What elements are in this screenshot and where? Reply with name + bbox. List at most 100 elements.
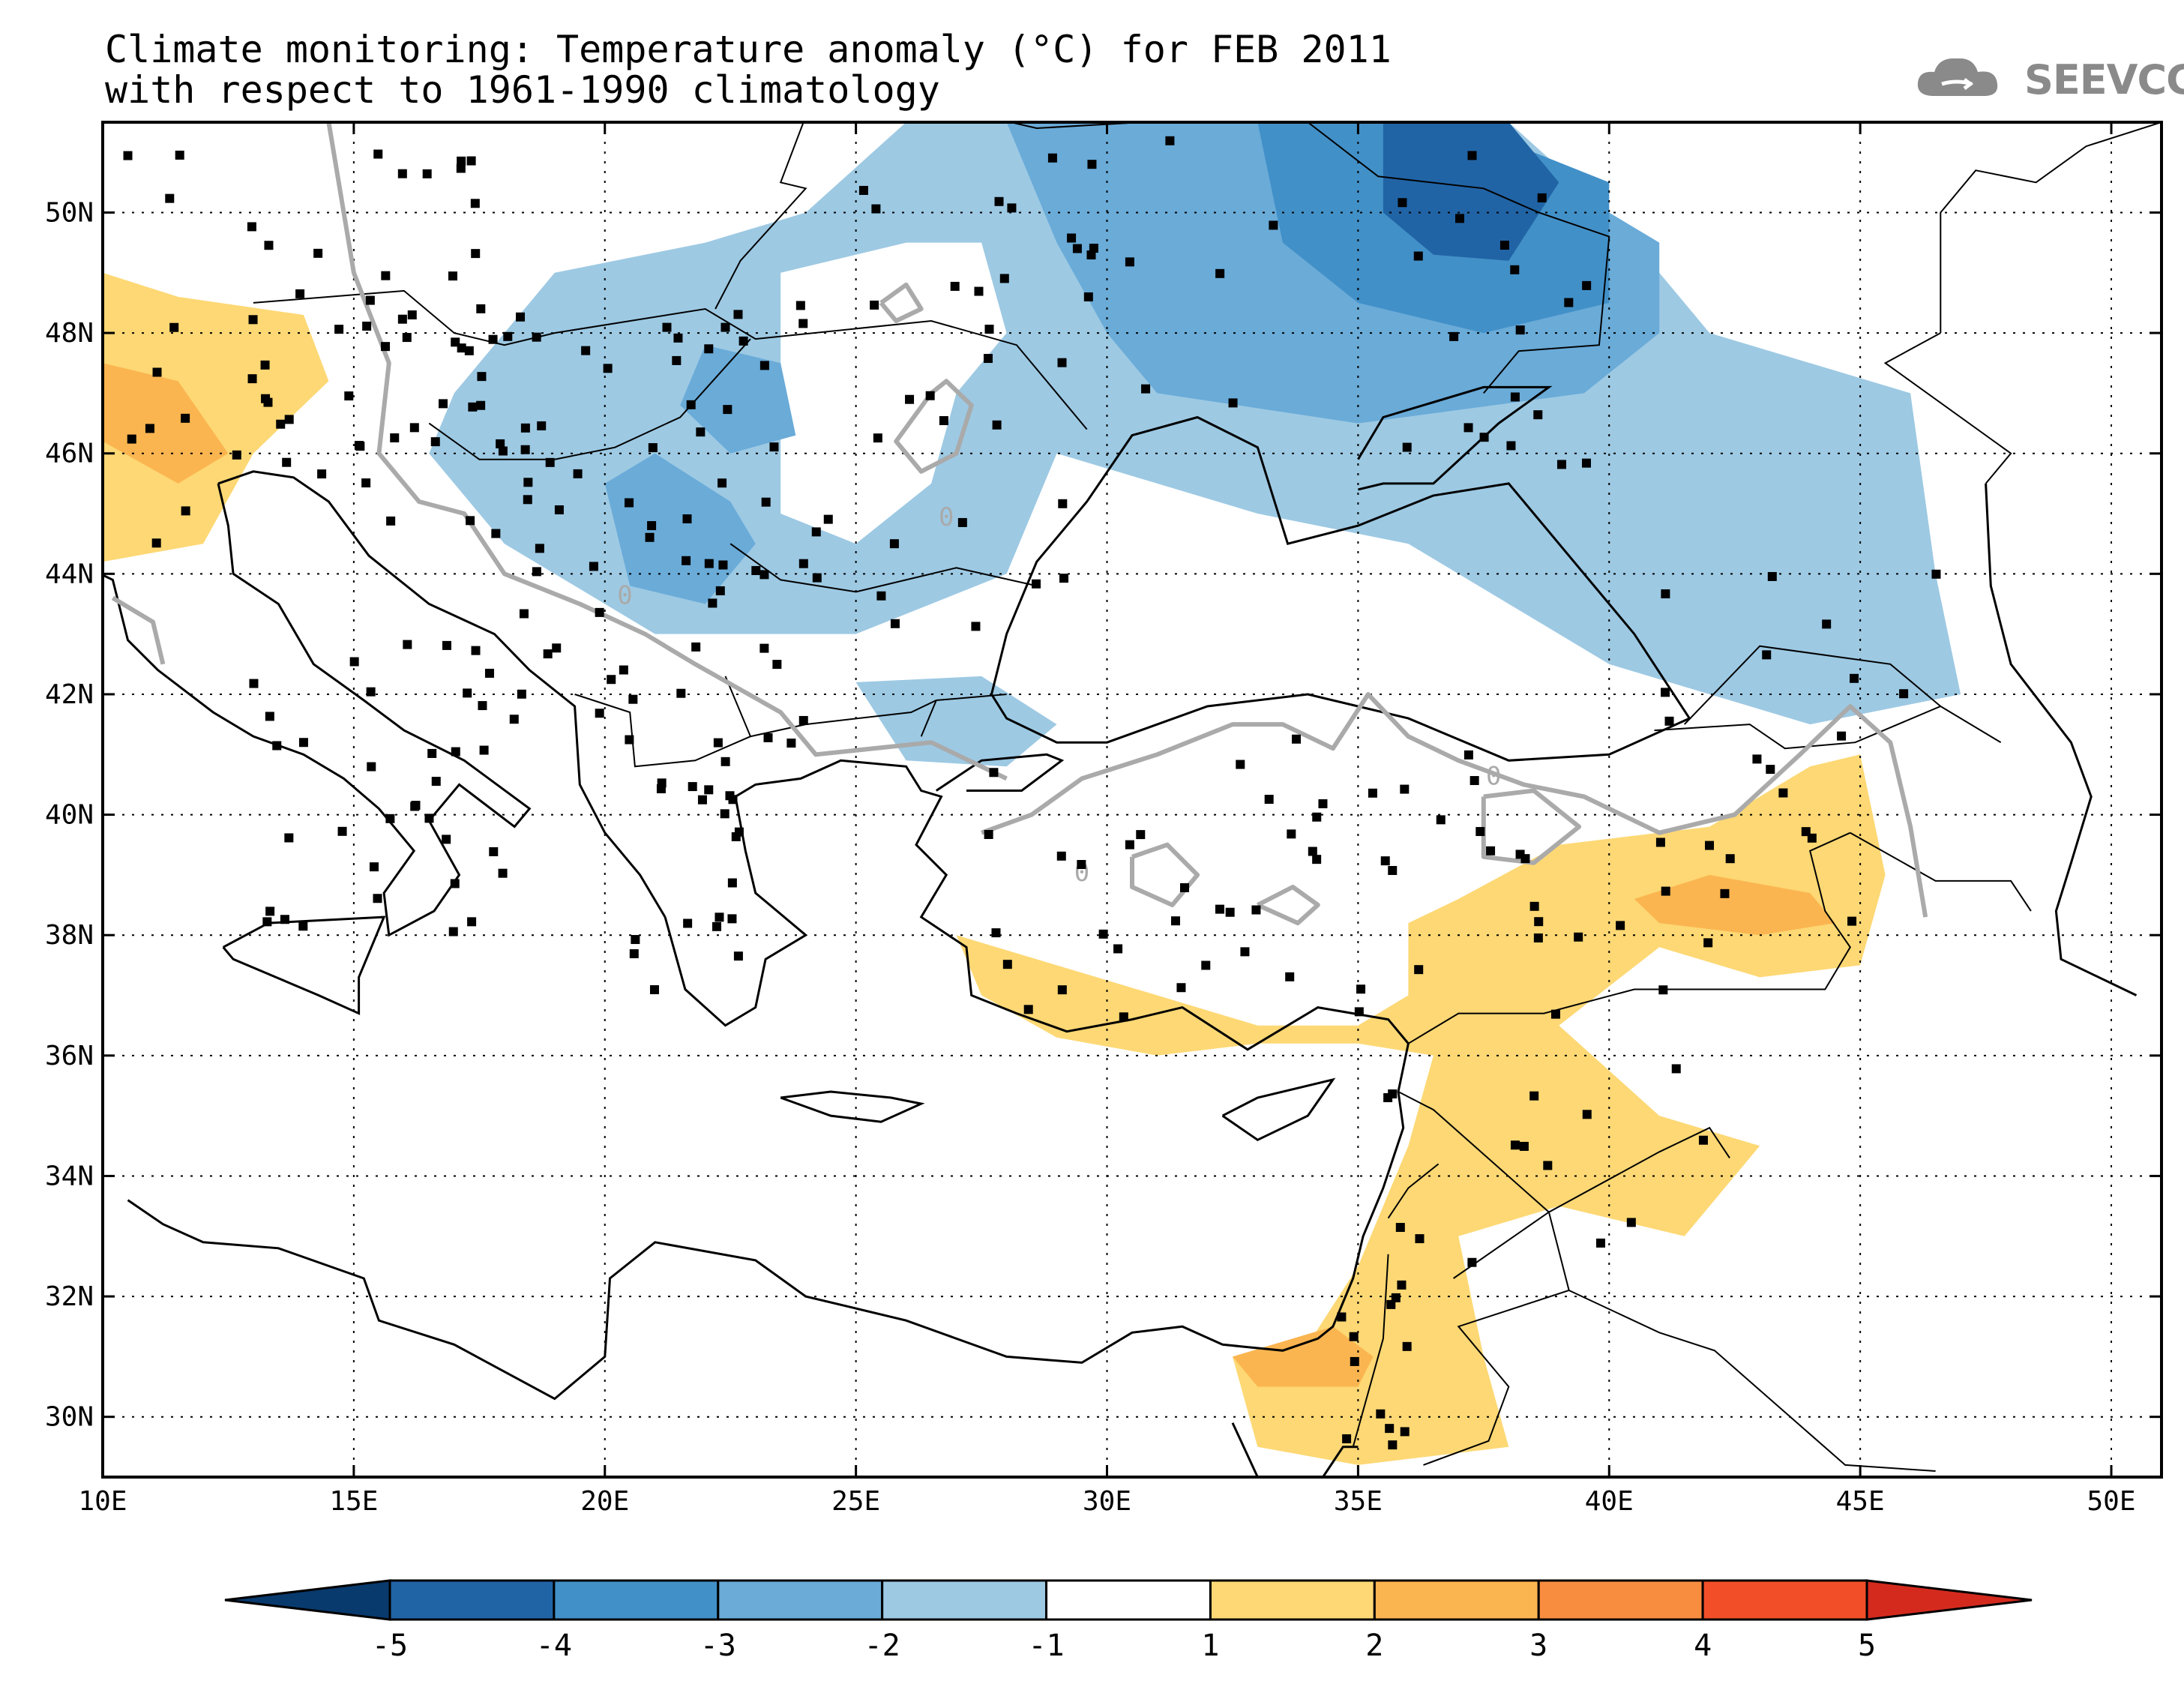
station-marker — [712, 921, 722, 931]
station-marker — [248, 315, 258, 325]
station-marker — [313, 248, 323, 258]
colorbar-over-arrow — [1865, 1579, 2033, 1621]
station-marker — [1899, 689, 1909, 699]
station-marker — [1398, 198, 1407, 208]
station-marker — [1574, 932, 1583, 942]
anomaly-region — [1383, 122, 1559, 261]
station-marker — [362, 321, 372, 331]
zero-contour-line — [1257, 885, 1320, 926]
station-marker — [581, 346, 591, 355]
station-marker — [431, 777, 441, 787]
station-marker — [442, 640, 451, 650]
coastline — [127, 759, 1410, 1401]
station-marker — [1766, 765, 1775, 775]
colorbar-bin — [1373, 1579, 1540, 1621]
station-marker — [1486, 846, 1496, 855]
station-marker — [871, 204, 881, 214]
station-marker — [648, 443, 658, 453]
station-marker — [1529, 901, 1539, 911]
station-marker — [1007, 203, 1017, 213]
station-marker — [708, 598, 718, 608]
station-marker — [1236, 760, 1245, 769]
station-marker — [704, 559, 714, 568]
station-marker — [1469, 776, 1479, 786]
y-tick-label: 46N — [45, 439, 94, 469]
station-marker — [489, 846, 499, 856]
station-marker — [697, 795, 707, 805]
station-marker — [733, 951, 743, 961]
station-marker — [1705, 841, 1715, 850]
anomaly-region — [604, 453, 756, 604]
y-tick-label: 30N — [45, 1402, 94, 1433]
coastline — [217, 470, 667, 918]
y-tick-label: 36N — [45, 1041, 94, 1071]
station-marker — [337, 826, 347, 836]
station-marker — [1086, 250, 1096, 260]
station-marker — [523, 478, 533, 487]
station-marker — [1582, 1110, 1592, 1119]
station-marker — [1057, 985, 1067, 995]
station-marker — [1047, 153, 1057, 163]
contour-label: 0 — [939, 502, 954, 532]
station-marker — [366, 687, 376, 697]
station-marker — [457, 343, 466, 353]
country-border — [729, 543, 1037, 593]
station-marker — [629, 949, 639, 959]
station-marker — [1847, 916, 1857, 926]
station-marker — [488, 334, 498, 344]
station-marker — [468, 402, 478, 412]
station-marker — [889, 539, 899, 549]
station-marker — [498, 446, 508, 456]
y-tick-label: 40N — [45, 800, 94, 831]
station-marker — [1529, 1091, 1539, 1101]
station-marker — [999, 274, 1009, 283]
station-marker — [662, 322, 672, 332]
station-marker — [397, 169, 407, 178]
station-marker — [1616, 921, 1625, 930]
station-marker — [696, 427, 706, 437]
station-marker — [1837, 731, 1847, 741]
country-border — [1850, 832, 2032, 912]
station-marker — [688, 782, 697, 792]
station-marker — [402, 333, 412, 343]
station-marker — [1414, 965, 1424, 975]
station-marker — [535, 544, 544, 553]
station-marker — [1533, 410, 1543, 420]
station-marker — [181, 506, 190, 516]
station-marker — [165, 193, 175, 203]
station-marker — [759, 361, 769, 370]
station-marker — [466, 156, 476, 166]
station-marker — [858, 185, 868, 195]
station-marker — [631, 935, 640, 945]
y-tick-label: 50N — [45, 197, 94, 228]
anomaly-region — [1634, 874, 1835, 936]
station-marker — [284, 833, 294, 843]
station-marker — [1402, 442, 1412, 452]
y-tick-label: 32N — [45, 1281, 94, 1312]
station-marker — [123, 151, 133, 160]
station-marker — [595, 607, 604, 617]
station-marker — [1510, 265, 1520, 274]
y-tick-label: 44N — [45, 559, 94, 589]
country-border — [1568, 1290, 1936, 1472]
station-marker — [1380, 856, 1390, 866]
x-tick-label: 10E — [78, 1486, 127, 1517]
station-marker — [471, 646, 481, 655]
station-marker — [1449, 331, 1459, 341]
station-marker — [355, 442, 365, 451]
station-marker — [971, 622, 981, 631]
station-marker — [1059, 574, 1069, 583]
station-marker — [1125, 257, 1134, 267]
station-marker — [573, 469, 583, 478]
station-marker — [1415, 1234, 1425, 1244]
coastline — [1221, 1077, 1336, 1142]
station-marker — [673, 333, 683, 343]
station-marker — [516, 312, 526, 322]
station-marker — [232, 450, 241, 460]
coastline — [1985, 483, 2138, 996]
gridlines — [103, 122, 2162, 1477]
station-marker — [471, 249, 481, 259]
colorbar-bin — [1537, 1579, 1704, 1621]
station-marker — [247, 222, 256, 232]
colorbar-label: 1 — [1201, 1629, 1219, 1663]
